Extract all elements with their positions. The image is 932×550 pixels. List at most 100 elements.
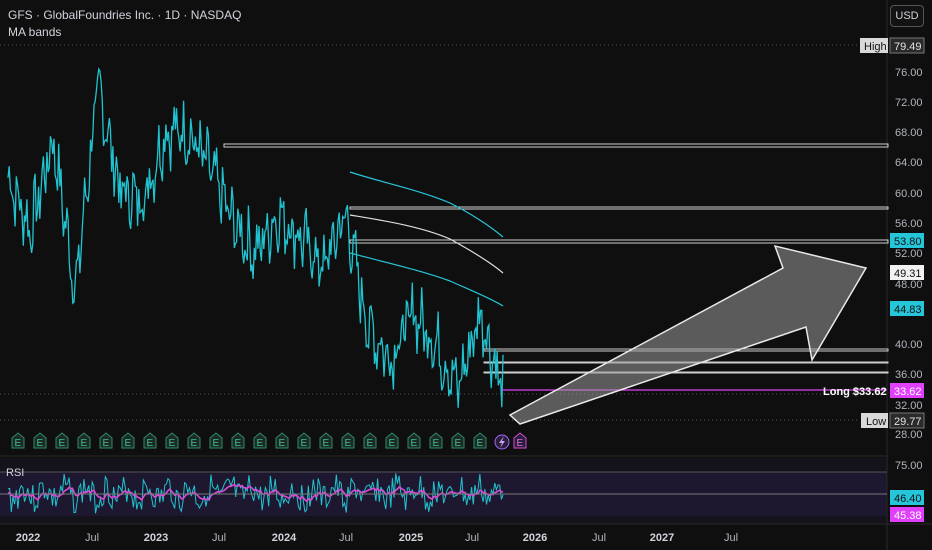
earnings-marker[interactable] xyxy=(121,432,135,449)
earnings-marker[interactable] xyxy=(451,432,465,449)
time-axis-label: Jul xyxy=(339,532,353,544)
earnings-marker-label: E xyxy=(103,438,110,449)
price-tick: 36.00 xyxy=(895,369,923,381)
earnings-marker[interactable] xyxy=(187,432,201,449)
high-label-tag xyxy=(860,38,888,53)
price-tick: 56.00 xyxy=(895,218,923,230)
time-axis-label: 2023 xyxy=(144,532,168,544)
sr-level-53[interactable] xyxy=(349,239,889,244)
earnings-marker[interactable] xyxy=(341,432,355,449)
earnings-marker[interactable] xyxy=(385,432,399,449)
rsi-label[interactable]: RSI xyxy=(6,467,24,479)
earnings-marker[interactable] xyxy=(253,432,267,449)
upcoming-earnings-marker[interactable] xyxy=(513,432,527,449)
price-tick: 32.00 xyxy=(895,400,923,412)
time-axis-label: 2027 xyxy=(650,532,674,544)
price-tick: 60.00 xyxy=(895,188,923,200)
earnings-marker-label: E xyxy=(125,438,132,449)
price-series-line xyxy=(7,67,504,408)
ma-mid-tag xyxy=(890,265,924,280)
rsi-ma-value-tag xyxy=(890,507,924,522)
long-position-label[interactable]: Long $33.62 xyxy=(823,386,887,398)
earnings-marker[interactable] xyxy=(165,432,179,449)
earnings-marker[interactable] xyxy=(99,432,113,449)
ma-upper-band xyxy=(349,171,504,238)
earnings-marker-label: E xyxy=(213,438,220,449)
earnings-marker[interactable] xyxy=(143,432,157,449)
earnings-marker[interactable] xyxy=(319,432,333,449)
low-label-tag xyxy=(861,413,888,428)
chart-title: GFS · GlobalFoundries Inc. · 1D · NASDAQ xyxy=(8,8,242,22)
high-value-text: 79.49 xyxy=(894,41,922,53)
high-value-tag xyxy=(889,37,925,54)
earnings-marker-label: E xyxy=(81,438,88,449)
earnings-marker[interactable] xyxy=(407,432,421,449)
earnings-marker[interactable] xyxy=(11,432,25,449)
sr-level-66[interactable] xyxy=(223,143,889,148)
time-axis-label: Jul xyxy=(724,532,738,544)
low-label-text: Low xyxy=(866,416,886,428)
price-axis[interactable]: 76.00 72.00 68.00 64.00 60.00 56.00 52.0… xyxy=(895,67,923,441)
earnings-marker[interactable] xyxy=(363,432,377,449)
earnings-marker-label: E xyxy=(169,438,176,449)
sr-level-36[interactable] xyxy=(483,371,889,374)
time-axis-label: Jul xyxy=(212,532,226,544)
earnings-marker-label: E xyxy=(279,438,286,449)
currency-button[interactable]: USD xyxy=(890,5,924,27)
ma-lower-value: 44.83 xyxy=(894,304,922,316)
ma-mid-value: 49.31 xyxy=(894,268,922,280)
price-tick: 48.00 xyxy=(895,279,923,291)
projection-arrow[interactable] xyxy=(508,244,868,425)
rsi-value: 46.40 xyxy=(894,493,922,505)
earnings-marker[interactable] xyxy=(55,432,69,449)
earnings-marker[interactable] xyxy=(275,432,289,449)
low-value-text: 29.77 xyxy=(894,416,922,428)
indicator-label[interactable]: MA bands xyxy=(8,25,62,39)
ma-upper-value: 53.80 xyxy=(894,236,922,248)
time-axis-label: 2025 xyxy=(399,532,423,544)
current-price-value: 33.62 xyxy=(894,386,922,398)
earnings-marker[interactable] xyxy=(77,432,91,449)
sr-level-58[interactable] xyxy=(349,206,889,210)
ma-lower-tag xyxy=(890,301,924,316)
rsi-ma-value: 45.38 xyxy=(894,510,922,522)
rsi-value-tag xyxy=(890,490,924,505)
price-tick: 72.00 xyxy=(895,97,923,109)
low-value-tag xyxy=(889,412,925,429)
time-axis-label: 2024 xyxy=(272,532,297,544)
earnings-marker-label: E xyxy=(37,438,44,449)
earnings-marker[interactable] xyxy=(231,432,245,449)
rsi-group xyxy=(7,473,504,514)
lightning-glyph-icon xyxy=(499,436,505,448)
earnings-marker-label: E xyxy=(389,438,396,449)
earnings-marker[interactable] xyxy=(297,432,311,449)
earnings-marker[interactable] xyxy=(33,432,47,449)
high-label-text: High xyxy=(864,41,887,53)
earnings-marker-label: E xyxy=(433,438,440,449)
earnings-marker-label: E xyxy=(477,438,484,449)
earnings-marker[interactable] xyxy=(209,432,223,449)
current-price-tag xyxy=(890,383,924,398)
time-axis[interactable]: 2022 Jul 2023 Jul 2024 Jul 2025 Jul 2026 Jul 2027 J… xyxy=(16,532,738,544)
rsi-tick: 75.00 xyxy=(895,460,923,472)
earnings-marker[interactable] xyxy=(473,432,487,449)
price-tick: 40.00 xyxy=(895,339,923,351)
earnings-marker-label: E xyxy=(257,438,264,449)
price-tick: 28.00 xyxy=(895,429,923,441)
earnings-marker-label: E xyxy=(15,438,22,449)
time-axis-label: Jul xyxy=(592,532,606,544)
price-tick: 64.00 xyxy=(895,157,923,169)
price-tick: 52.00 xyxy=(895,248,923,260)
earnings-marker[interactable] xyxy=(429,432,443,449)
ma-upper-tag xyxy=(890,233,924,248)
time-axis-label: Jul xyxy=(85,532,99,544)
price-tick: 68.00 xyxy=(895,127,923,139)
earnings-marker-label: E xyxy=(147,438,154,449)
earnings-marker-label: E xyxy=(301,438,308,449)
earnings-marker-label: E xyxy=(367,438,374,449)
price-line-group xyxy=(7,67,504,408)
upcoming-earnings-label: E xyxy=(517,438,524,449)
rsi-ma-line xyxy=(7,483,504,503)
